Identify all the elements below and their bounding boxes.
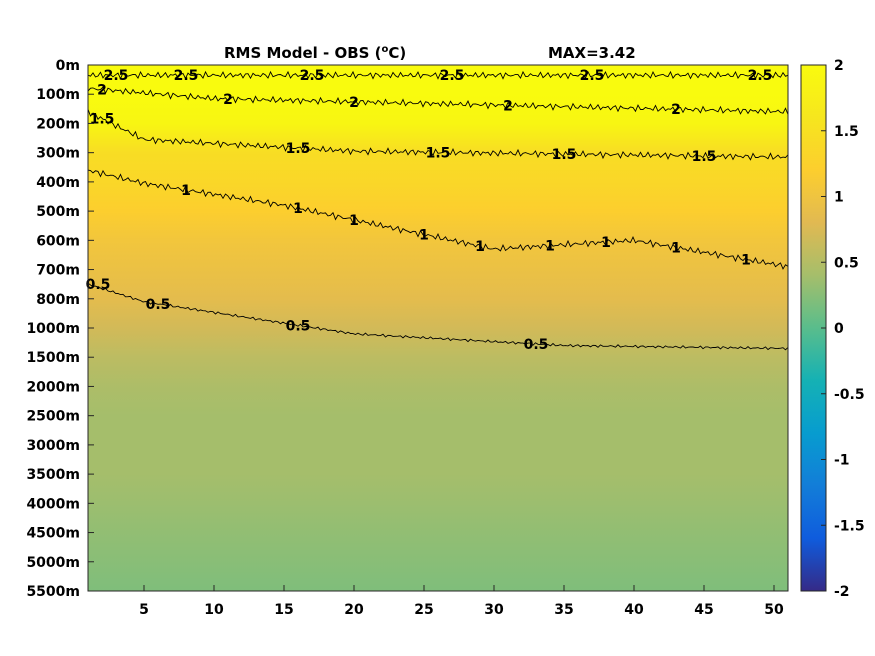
contour-label: 1: [475, 239, 485, 255]
contour-label: 2: [503, 98, 513, 114]
contour-label: 2: [223, 92, 233, 108]
contour-line: [88, 282, 788, 351]
contour-label: 0.5: [286, 318, 311, 334]
contour-line: [88, 169, 788, 270]
x-tick-label: 20: [344, 602, 364, 618]
contour-label: 0.5: [86, 277, 111, 293]
contour-labels: 2.5 2.5 2.5 2.5 2.5 2.522 2 2 21.51.5 1.5 1.5 1.511…: [86, 68, 773, 353]
x-tick-label: 5: [139, 602, 149, 618]
contour-label: 2: [671, 102, 681, 118]
y-tick-label: 2500m: [26, 409, 80, 425]
x-axis: 5 10 15 20 25 30 35 40 45 50: [139, 585, 784, 618]
y-tick-label: 400m: [36, 175, 80, 191]
contour-label: 2: [97, 83, 107, 99]
chart-title: RMS Model - OBS (oC): [224, 44, 406, 62]
contour-label: 1: [601, 235, 611, 251]
contour-label: 1: [671, 241, 681, 257]
contour-line: [88, 86, 788, 115]
y-tick-label: 3500m: [26, 467, 80, 483]
contour-label: 2.5: [580, 68, 605, 84]
contour-label: 1.5: [90, 112, 115, 128]
heatmap-field: [88, 65, 788, 591]
colorbar-tick-label: -0.5: [834, 387, 865, 403]
contour-label: 2.5: [440, 68, 465, 84]
contour-label: 2.5: [174, 68, 199, 84]
contour-label: 2.5: [300, 68, 325, 84]
contour-label: 0.5: [524, 337, 549, 353]
contour-label: 1.5: [426, 145, 451, 161]
y-tick-label: 1500m: [26, 350, 80, 366]
y-tick-label: 5000m: [26, 555, 80, 571]
contour-label: 1: [545, 239, 555, 255]
y-tick-label: 4000m: [26, 496, 80, 512]
contour-label: 1: [419, 227, 429, 243]
plot-area: 2.5 2.5 2.5 2.5 2.5 2.522 2 2 21.51.5 1.5 1.5 1.511…: [86, 64, 789, 592]
colorbar-tick-label: 1.5: [834, 124, 859, 140]
y-tick-label: 3000m: [26, 438, 80, 454]
contour-label: 1: [741, 252, 751, 268]
colorbar: 2 1.5 1 0.5 0 -0.5 -1 -1.5 -2: [800, 58, 865, 600]
y-tick-label: 1000m: [26, 321, 80, 337]
colorbar-tick-label: 0: [834, 321, 844, 337]
y-tick-label: 800m: [36, 292, 80, 308]
contour-label: 1: [181, 183, 191, 199]
colorbar-tick-label: -2: [834, 584, 850, 600]
y-axis: 0m 100m 200m 300m 400m 500m 600m 700m 800m 1000m 1…: [26, 58, 94, 600]
x-tick-label: 40: [624, 602, 644, 618]
x-tick-label: 50: [764, 602, 784, 618]
contour-label: 1.5: [692, 149, 717, 165]
x-tick-label: 15: [274, 602, 293, 618]
contour-label: 1.5: [286, 141, 311, 157]
colorbar-tick-label: -1: [834, 453, 850, 469]
contour-label: 2: [349, 95, 359, 111]
contour-line: [88, 109, 788, 161]
y-tick-label: 700m: [36, 263, 80, 279]
y-tick-label: 5500m: [26, 584, 80, 600]
colorbar-tick-label: 1: [834, 190, 844, 206]
y-tick-label: 600m: [36, 233, 80, 249]
contour-lines: [88, 70, 788, 351]
colorbar-tick-label: -1.5: [834, 518, 865, 534]
y-tick-label: 100m: [36, 87, 80, 103]
x-tick-label: 10: [204, 602, 224, 618]
colorbar-ticks: 2 1.5 1 0.5 0 -0.5 -1 -1.5 -2: [821, 58, 865, 600]
x-tick-label: 45: [694, 602, 713, 618]
contour-label: 0.5: [146, 297, 171, 313]
colorbar-tick-label: 0.5: [834, 255, 859, 271]
y-tick-label: 0m: [56, 58, 80, 74]
max-value-label: MAX=3.42: [548, 44, 636, 62]
x-tick-label: 35: [554, 602, 573, 618]
contour-label: 1: [349, 213, 359, 229]
x-tick-label: 30: [484, 602, 504, 618]
y-tick-label: 500m: [36, 204, 80, 220]
contour-label: 2.5: [104, 68, 129, 84]
contour-label: 1: [293, 201, 303, 217]
y-tick-label: 4500m: [26, 526, 80, 542]
colorbar-tick-label: 2: [834, 58, 844, 74]
x-tick-label: 25: [414, 602, 433, 618]
y-tick-label: 200m: [36, 116, 80, 132]
contour-label: 1.5: [552, 147, 577, 163]
contour-label: 2.5: [748, 68, 773, 84]
y-tick-label: 300m: [36, 146, 80, 162]
y-tick-label: 2000m: [26, 379, 80, 395]
contour-line: [88, 70, 788, 80]
